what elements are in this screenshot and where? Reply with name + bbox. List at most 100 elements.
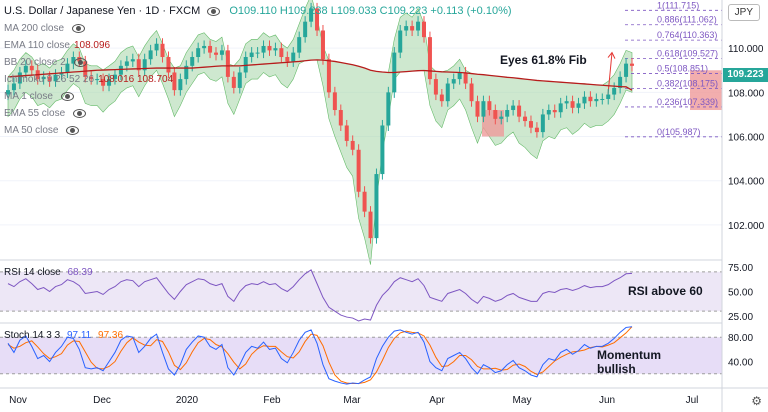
candle-body <box>511 105 516 111</box>
candle-body <box>124 61 129 66</box>
fib-annotation: Eyes 61.8% Fib <box>500 53 587 67</box>
candle-body <box>71 57 76 64</box>
candle-body <box>219 50 224 55</box>
stoch-d-line <box>7 326 633 385</box>
candle-body <box>457 72 462 80</box>
cloud-red-area <box>690 70 722 111</box>
indicator-bb20[interactable]: BB 20 close 2 <box>4 57 87 68</box>
candle-body <box>362 191 367 212</box>
candle-body <box>148 50 153 60</box>
candle-body <box>588 96 593 102</box>
rsi-tick-label: 25.00 <box>728 312 753 323</box>
fibonacci-levels: 1(111.715) 0.886(111.062) 0.764(110.363) 0.… <box>607 0 722 138</box>
x-tick-label: Jun <box>599 395 615 406</box>
ichimoku-cloud <box>7 0 722 265</box>
candle-body <box>582 96 587 104</box>
y-tick-label: 104.000 <box>728 177 765 188</box>
candle-body <box>600 98 605 100</box>
candle-body <box>630 63 634 66</box>
indicator-ichimoku[interactable]: Ichimoku 9 26 52 26 108.016 108.704 <box>4 74 174 85</box>
candle-body <box>475 101 480 117</box>
x-tick-label: Jul <box>686 395 699 406</box>
candle-body <box>332 92 337 111</box>
indicator-ma50[interactable]: MA 50 close <box>4 125 80 136</box>
stoch-k-value: 97.11 <box>66 330 92 341</box>
eye-icon[interactable] <box>73 57 87 67</box>
candle-body <box>303 21 308 38</box>
candle-body <box>95 79 100 81</box>
candle-body <box>142 59 147 71</box>
fib-label: 0.236(107.339) <box>657 97 718 107</box>
fib-label: 0(105.987) <box>657 127 701 137</box>
candle-body <box>225 50 230 77</box>
chart-header: U.S. Dollar / Japanese Yen · 1D · FXCM O… <box>4 5 512 17</box>
candle-body <box>427 37 432 80</box>
candle-body <box>624 63 629 77</box>
candle-body <box>451 79 456 84</box>
indicator-ema55[interactable]: EMA 55 close <box>4 108 87 119</box>
symbol-title: U.S. Dollar / Japanese Yen · 1D · FXCM <box>4 5 201 17</box>
indicator-ema110[interactable]: EMA 110 close 108.096 <box>4 40 111 51</box>
candle-body <box>368 211 373 239</box>
candlesticks <box>6 2 634 244</box>
candle-body <box>523 116 528 122</box>
indicator-ma200[interactable]: MA 200 close <box>4 23 86 34</box>
x-tick-label: May <box>513 395 532 406</box>
stoch-annotation-2: bullish <box>597 362 636 376</box>
y-tick-label: 108.000 <box>728 88 765 99</box>
candle-body <box>23 65 28 73</box>
candle-body <box>546 110 551 115</box>
candle-body <box>552 110 557 113</box>
candle-body <box>350 140 355 150</box>
eye-icon[interactable] <box>73 108 87 118</box>
candle-body <box>89 76 94 80</box>
candle-body <box>208 45 213 53</box>
candle-body <box>499 116 504 119</box>
candle-body <box>202 45 207 49</box>
rsi-value: 68.39 <box>67 267 93 278</box>
candle-body <box>386 92 391 126</box>
candle-body <box>53 74 58 82</box>
candle-body <box>380 125 385 175</box>
candle-body <box>618 76 623 88</box>
ema-line <box>7 59 633 91</box>
candle-body <box>344 125 349 141</box>
candle-body <box>297 37 302 53</box>
eye-icon[interactable] <box>66 125 80 135</box>
candle-body <box>190 57 195 66</box>
ohlc-values: O109.110 H109.238 L109.033 C109.223 +0.1… <box>229 5 512 17</box>
indicator-ma1[interactable]: MA 1 close <box>4 91 74 102</box>
stochastic-panel: 40.00 80.00 <box>0 326 753 385</box>
x-tick-label: Mar <box>343 395 361 406</box>
visibility-eye-icon[interactable] <box>207 6 221 16</box>
stoch-d-value: 97.36 <box>98 330 124 341</box>
candle-body <box>285 57 290 62</box>
candle-body <box>606 94 611 99</box>
x-tick-label: Feb <box>263 395 281 406</box>
x-tick-label: 2020 <box>176 395 199 406</box>
candle-body <box>214 52 218 55</box>
candle-body <box>576 103 581 108</box>
candle-body <box>65 63 70 73</box>
rsi-tick-label: 75.00 <box>728 263 753 274</box>
last-price-label: 109.223 <box>723 68 768 82</box>
y-tick-label: 106.000 <box>728 133 765 144</box>
eye-icon[interactable] <box>72 23 86 33</box>
currency-button[interactable]: JPY <box>727 4 760 21</box>
candle-body <box>612 87 617 95</box>
candle-body <box>107 79 112 86</box>
candle-body <box>112 74 117 80</box>
gear-icon[interactable]: ⚙ <box>751 394 762 408</box>
fib-label: 0.764(110.363) <box>657 30 717 40</box>
candle-body <box>291 52 296 62</box>
fib-label: 0.618(109.527) <box>657 49 718 59</box>
rsi-label: RSI 14 close 68.39 <box>4 267 93 278</box>
candle-body <box>326 59 331 93</box>
candle-body <box>154 43 159 51</box>
candle-body <box>184 65 189 80</box>
candle-body <box>410 26 415 31</box>
candle-body <box>273 48 278 51</box>
eye-icon[interactable] <box>60 91 74 101</box>
candle-body <box>11 83 16 91</box>
fib-label: 0.382(108.175) <box>657 78 718 88</box>
